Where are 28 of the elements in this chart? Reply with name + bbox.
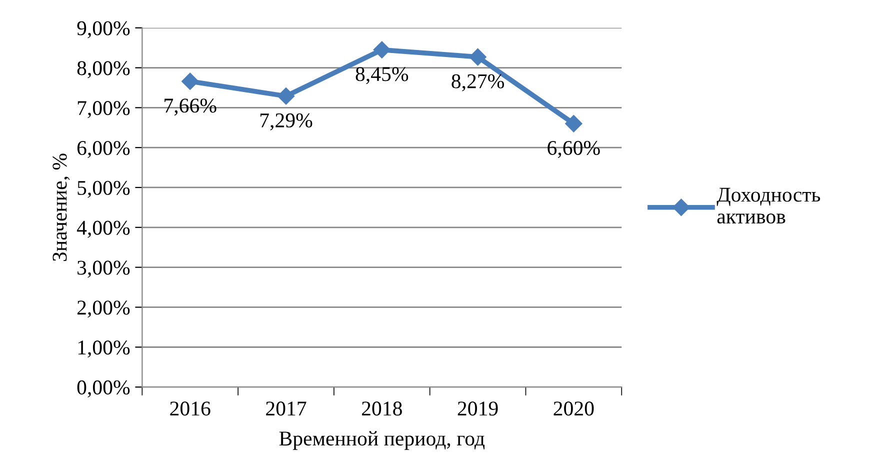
point (469, 48, 486, 66)
y-tick-label: 3,00% (78, 260, 130, 278)
x-tick-label: 2018 (362, 402, 402, 416)
legend-label: Доходность активов (716, 188, 820, 224)
data-label: 6,60% (548, 140, 600, 158)
y-tick-label: 6,00% (77, 140, 130, 158)
point (565, 115, 582, 132)
data-label: 7,66% (164, 98, 216, 116)
x-axis-title: Временной период, год (279, 431, 485, 450)
y-tick-label: 2,00% (77, 300, 130, 318)
point (182, 72, 199, 90)
point (373, 41, 390, 58)
data-label: 7,29% (260, 113, 312, 130)
x-tick-label: 2017 (266, 402, 306, 416)
y-tick-label: 0,00% (77, 380, 130, 398)
y-tick-label: 9,00% (77, 21, 130, 38)
x-tick-label: 2020 (554, 402, 594, 416)
y-tick-label: 7,00% (78, 101, 130, 118)
x-tick-label: 2016 (170, 402, 210, 416)
y-axis-title: Значение, % (52, 154, 70, 261)
y-tick-label: 4,00% (76, 220, 130, 238)
y-tick-label: 1,00% (78, 340, 130, 358)
point (277, 88, 295, 105)
data-label: 8,45% (356, 67, 408, 84)
y-tick-label: 8,00% (77, 61, 130, 78)
y-tick-label: 5,00% (78, 180, 130, 198)
x-tick-label: 2019 (458, 402, 498, 416)
data-label: 8,27% (452, 74, 504, 92)
